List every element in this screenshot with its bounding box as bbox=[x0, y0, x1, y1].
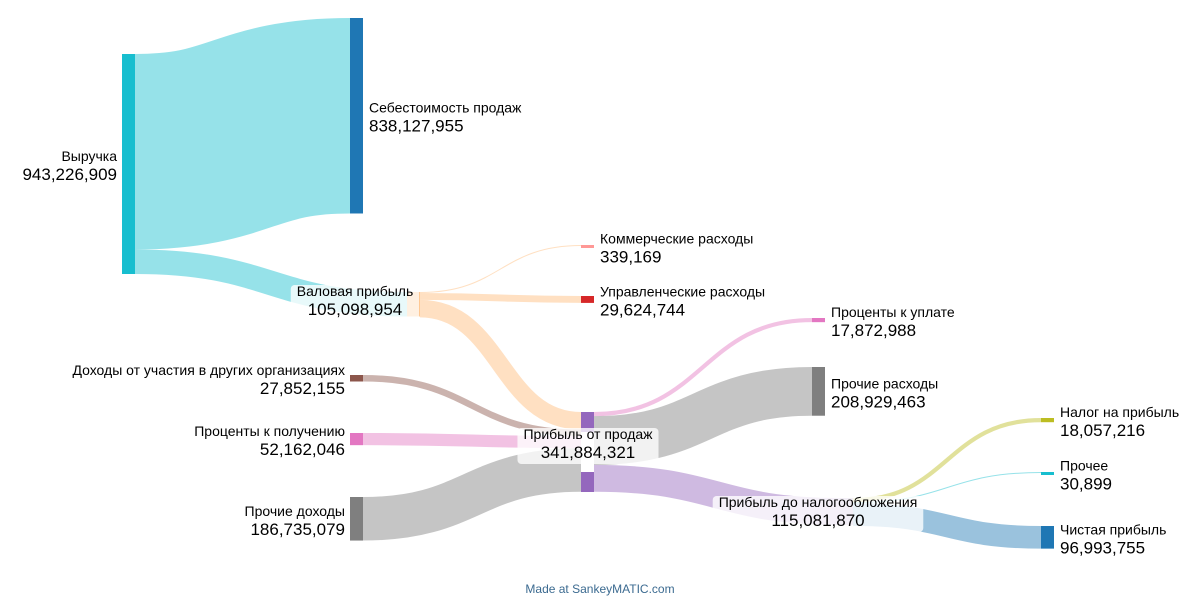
label-cogs-name: Себестоимость продаж bbox=[369, 100, 522, 116]
node-sales_profit-part-1[interactable] bbox=[581, 412, 594, 432]
link-other_income-to-sales_profit[interactable] bbox=[362, 448, 582, 541]
label-other_income-name: Прочие доходы bbox=[245, 503, 345, 519]
node-commercial[interactable] bbox=[581, 245, 594, 248]
label-other-value: 30,899 bbox=[1060, 475, 1112, 494]
label-sales_profit-name: Прибыль от продаж bbox=[523, 426, 653, 442]
link-sales_profit-to-int_payable[interactable] bbox=[593, 317, 813, 417]
label-int_income-name: Проценты к получению bbox=[194, 423, 345, 439]
label-commercial-name: Коммерческие расходы bbox=[600, 231, 753, 247]
node-other_exp[interactable] bbox=[812, 367, 825, 416]
label-gross-name: Валовая прибыль bbox=[297, 283, 414, 299]
label-other-name: Прочее bbox=[1060, 458, 1108, 474]
label-admin-value: 29,624,744 bbox=[600, 300, 685, 319]
node-participation[interactable] bbox=[350, 375, 363, 382]
node-other_income[interactable] bbox=[350, 497, 363, 541]
link-gross-to-admin[interactable] bbox=[419, 293, 582, 303]
label-net-value: 96,993,755 bbox=[1060, 538, 1145, 557]
sankeymatic-credit-link[interactable]: Made at SankeyMATIC.com bbox=[525, 582, 675, 596]
label-revenue-value: 943,226,909 bbox=[22, 165, 117, 184]
label-sales_profit-value: 341,884,321 bbox=[541, 443, 636, 462]
link-gross-to-sales_profit[interactable] bbox=[419, 299, 582, 430]
label-pretax-name: Прибыль до налогообложения bbox=[719, 494, 918, 510]
label-participation-value: 27,852,155 bbox=[260, 379, 345, 398]
node-int_income[interactable] bbox=[350, 433, 363, 446]
label-revenue-name: Выручка bbox=[61, 148, 117, 164]
label-pretax-value: 115,081,870 bbox=[771, 511, 864, 530]
label-admin-name: Управленческие расходы bbox=[600, 283, 765, 299]
label-pretax-background bbox=[712, 496, 924, 532]
label-other_income-value: 186,735,079 bbox=[250, 520, 345, 539]
node-tax[interactable] bbox=[1041, 418, 1054, 423]
label-tax-value: 18,057,216 bbox=[1060, 421, 1145, 440]
label-gross-value: 105,098,954 bbox=[308, 300, 403, 319]
link-gross-to-commercial[interactable] bbox=[419, 245, 582, 293]
label-participation: Доходы от участия в других организациях2… bbox=[72, 362, 345, 398]
node-revenue[interactable] bbox=[122, 54, 135, 274]
label-gross-background bbox=[290, 285, 420, 321]
node-net[interactable] bbox=[1041, 526, 1054, 549]
label-sales_profit-background bbox=[517, 428, 659, 464]
label-cogs-value: 838,127,955 bbox=[369, 117, 464, 136]
label-net-name: Чистая прибыль bbox=[1060, 521, 1166, 537]
link-revenue-to-cogs[interactable] bbox=[133, 17, 352, 250]
node-cogs[interactable] bbox=[350, 18, 363, 214]
node-admin[interactable] bbox=[581, 296, 594, 303]
node-sales_profit-part-2[interactable] bbox=[581, 472, 594, 492]
label-int_payable-name: Проценты к уплате bbox=[831, 304, 955, 320]
label-other_exp-value: 208,929,463 bbox=[831, 392, 926, 411]
label-tax-name: Налог на прибыль bbox=[1060, 404, 1179, 420]
label-int_payable-value: 17,872,988 bbox=[831, 321, 916, 340]
label-other_exp-name: Прочие расходы bbox=[831, 375, 938, 391]
label-int_income-value: 52,162,046 bbox=[260, 440, 345, 459]
label-participation-name: Доходы от участия в других организациях bbox=[72, 362, 345, 378]
node-int_payable[interactable] bbox=[812, 318, 825, 323]
label-commercial-value: 339,169 bbox=[600, 248, 661, 267]
node-other[interactable] bbox=[1041, 472, 1054, 475]
